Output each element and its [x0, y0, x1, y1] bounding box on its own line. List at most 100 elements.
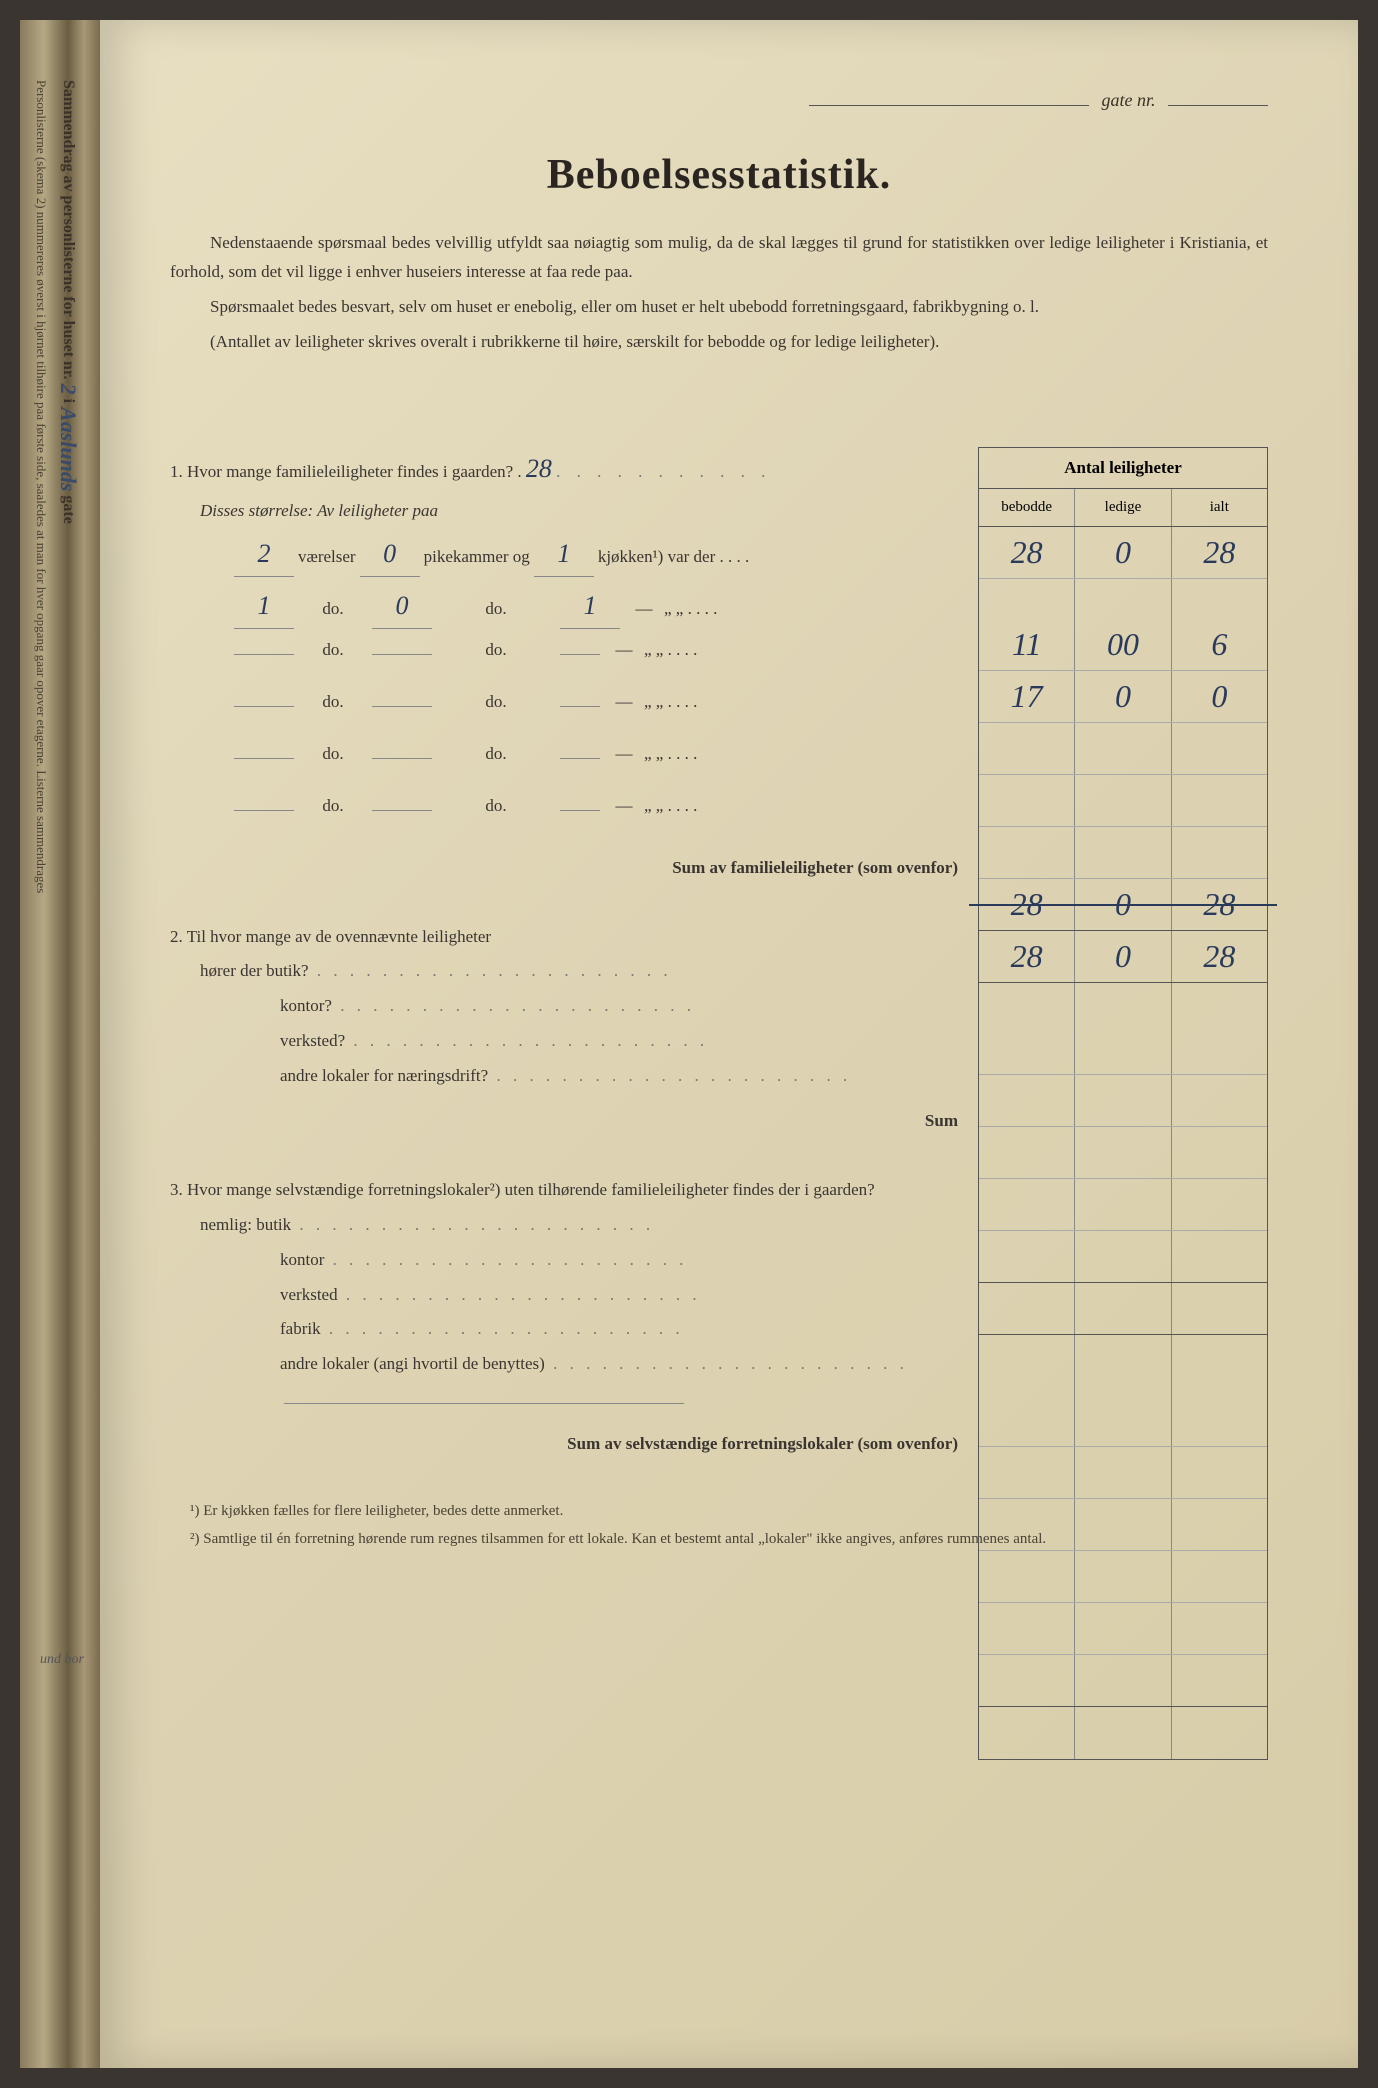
side-margin-label: und bor [40, 1652, 84, 1668]
table-row-empty [979, 1603, 1267, 1655]
q2-verksted: verksted? [170, 1027, 958, 1056]
col-ledige: ledige [1075, 489, 1171, 526]
label-vaerelser: værelser [298, 543, 356, 572]
q2-kontor: kontor? [170, 992, 958, 1021]
q3-fabrik: fabrik [170, 1315, 958, 1344]
table-header: Antal leiligheter [979, 448, 1267, 489]
q1-hw-28: 28 [526, 454, 552, 483]
intro-p3: (Antallet av leiligheter skrives overalt… [170, 328, 1268, 357]
table-row-empty [979, 1499, 1267, 1551]
table-row-empty [979, 1447, 1267, 1499]
spine-label-1: Sammendrag av personlisterne for huset n… [60, 80, 77, 380]
table-row-empty [979, 1127, 1267, 1179]
document-page: Personlisterne (skema 2) nummereres øver… [20, 20, 1358, 2068]
table-row-spacer [979, 983, 1267, 1023]
field-vaerelser: 2 [234, 532, 294, 577]
q1-size-row-empty: do. do. — „ „ . . . . [170, 740, 958, 792]
dash: — [604, 792, 644, 821]
spine-label-3: gate [60, 495, 77, 523]
col-ialt: ialt [1172, 489, 1267, 526]
do-label: do. [436, 740, 556, 769]
cell: 17 [979, 671, 1075, 722]
cell: 0 [1172, 671, 1267, 722]
field-pikekammer: 0 [372, 584, 432, 629]
table-row-empty [979, 1655, 1267, 1707]
table-row-spacer [979, 1335, 1267, 1395]
table-row-empty [979, 775, 1267, 827]
q3-andre: andre lokaler (angi hvortil de benyttes) [170, 1350, 958, 1379]
spine-small-text: Personlisterne (skema 2) nummereres øver… [30, 80, 51, 1780]
cell: 6 [1172, 619, 1267, 670]
label-kjokken: kjøkken¹) var der . . . . [598, 543, 749, 572]
cell: 28 [1172, 879, 1267, 930]
do-label: do. [436, 688, 556, 717]
q3-verksted: verksted [170, 1281, 958, 1310]
q3-kontor: kontor [170, 1246, 958, 1275]
q2-butik: hører der butik? [170, 957, 958, 986]
table-row-empty [979, 723, 1267, 775]
spine-hw-nr: 2 [56, 384, 81, 395]
do-label: do. [298, 595, 368, 624]
q3-butik: nemlig: butik [170, 1211, 958, 1240]
quote-marks: „ „ . . . . [644, 688, 697, 717]
spine-bold-text: Sammendrag av personlisterne for huset n… [55, 80, 81, 1780]
cell: 28 [979, 931, 1075, 982]
cell: 28 [979, 879, 1075, 930]
do-label: do. [436, 595, 556, 624]
cell: 0 [1075, 879, 1171, 930]
header-gate-line: gate nr. [170, 90, 1268, 111]
table-row-empty [979, 1023, 1267, 1075]
cell: 11 [979, 619, 1075, 670]
table-row-sum: 28 0 28 [979, 931, 1267, 983]
cell: 00 [1075, 619, 1171, 670]
quote-marks: „ „ . . . . [644, 792, 697, 821]
intro-p2: Spørsmaalet bedes besvart, selv om huset… [170, 293, 1268, 322]
field-vaerelser: 1 [234, 584, 294, 629]
table-row: 28 0 28 [979, 527, 1267, 579]
spine-hw-street: Aaslunds [56, 407, 81, 491]
question-1: 1. Hvor mange familieleiligheter findes … [170, 447, 958, 893]
cell: 0 [1075, 527, 1171, 578]
q1-size-row-empty: do. do. — „ „ . . . . [170, 636, 958, 688]
do-label: do. [436, 792, 556, 821]
form-page: und bor gate nr. Beboelsesstatistik. Ned… [100, 20, 1358, 2068]
intro-p1: Nedenstaaende spørsmaal bedes velvillig … [170, 229, 1268, 287]
q1-size-row-1: 2 værelser 0 pikekammer og 1 kjøkken¹) v… [170, 532, 958, 584]
quote-marks: „ „ . . . . [644, 740, 697, 769]
q3-text: 3. Hvor mange selvstændige forretningslo… [170, 1176, 958, 1205]
table-row-empty [979, 1179, 1267, 1231]
intro-text: Nedenstaaende spørsmaal bedes velvillig … [170, 229, 1268, 357]
cell: 28 [1172, 527, 1267, 578]
page-title: Beboelsesstatistik. [170, 151, 1268, 199]
dash: — [624, 595, 664, 624]
table-row: 11 00 6 [979, 619, 1267, 671]
q3-sum-label: Sum av selvstændige forretningslokaler (… [170, 1420, 958, 1469]
field-kjokken: 1 [560, 584, 620, 629]
q2-sum-label: Sum [170, 1097, 958, 1146]
q1-text: 1. Hvor mange familieleiligheter findes … [170, 462, 522, 481]
gate-nr-label: gate nr. [1102, 90, 1156, 110]
question-2: 2. Til hvor mange av de ovennævnte leili… [170, 923, 958, 1146]
field-pikekammer: 0 [360, 532, 420, 577]
table-row-spacer [979, 579, 1267, 619]
table-subheader: bebodde ledige ialt [979, 489, 1267, 527]
q1-sum-label: Sum av familieleiligheter (som ovenfor) [170, 844, 958, 893]
q1-size-row-empty: do. do. — „ „ . . . . [170, 688, 958, 740]
label-pikekammer: pikekammer og [424, 543, 530, 572]
table-row-empty [979, 1551, 1267, 1603]
quote-marks: „ „ . . . . [644, 636, 697, 665]
q2-andre: andre lokaler for næringsdrift? [170, 1062, 958, 1091]
q1-size-row-empty: do. do. — „ „ . . . . [170, 792, 958, 844]
do-label: do. [298, 792, 368, 821]
do-label: do. [436, 636, 556, 665]
do-label: do. [298, 636, 368, 665]
cell: 28 [979, 527, 1075, 578]
do-label: do. [298, 688, 368, 717]
table-row-empty [979, 827, 1267, 879]
field-kjokken: 1 [534, 532, 594, 577]
spine-label-2: i [60, 399, 77, 403]
book-spine: Personlisterne (skema 2) nummereres øver… [20, 20, 100, 2068]
table-row-empty [979, 1231, 1267, 1283]
count-table: Antal leiligheter bebodde ledige ialt 28… [978, 447, 1268, 1760]
table-row-sum2 [979, 1283, 1267, 1335]
